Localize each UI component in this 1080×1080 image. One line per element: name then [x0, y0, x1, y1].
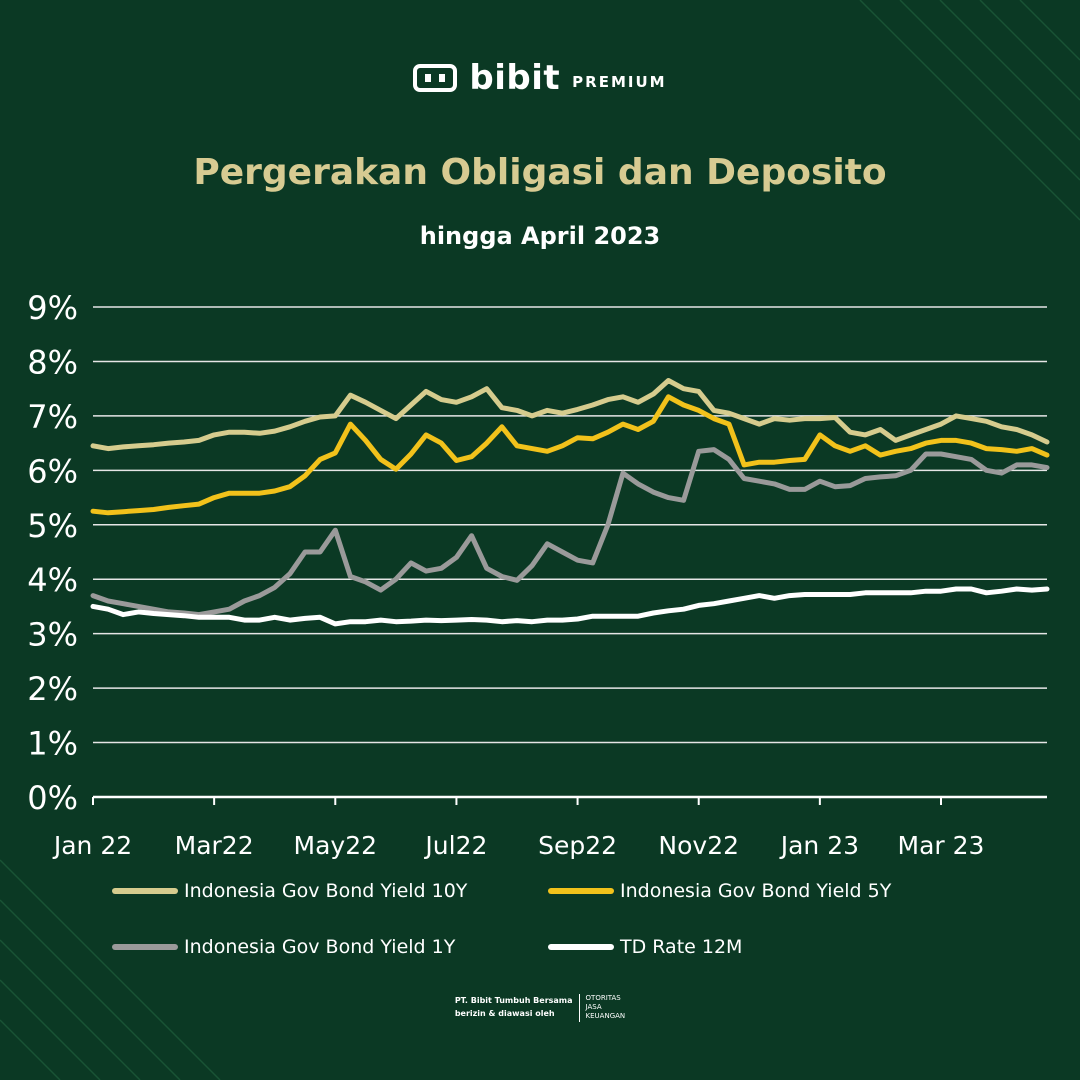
- page-subtitle: hingga April 2023: [419, 222, 661, 250]
- x-tick-label: Mar22: [175, 831, 254, 860]
- y-tick-label: 4%: [27, 561, 78, 599]
- bibit-logo-icon: [413, 64, 458, 92]
- y-tick-label: 5%: [27, 507, 78, 545]
- chart-gridlines: [93, 306, 1047, 744]
- legend-item-td: TD Rate 12M: [548, 936, 742, 958]
- y-tick-label: 1%: [27, 725, 78, 763]
- ojk-line: JASA: [585, 1003, 602, 1011]
- y-tick-label: 2%: [27, 670, 78, 708]
- series-line-2: [90, 447, 1050, 618]
- y-tick-label: 8%: [27, 343, 78, 381]
- ojk-line: KEUANGAN: [585, 1012, 626, 1020]
- legend-swatch: [112, 944, 178, 950]
- legend-label: Indonesia Gov Bond Yield 10Y: [184, 880, 468, 902]
- y-tick-label: 7%: [27, 398, 78, 436]
- footer-company: PT. Bibit Tumbuh Bersama: [454, 996, 573, 1005]
- series-line-3: [90, 586, 1050, 627]
- brand-tag: PREMIUM: [572, 73, 667, 91]
- legend-swatch: [112, 888, 178, 894]
- footer-company-info: PT. Bibit Tumbuh Bersama berizin & diawa…: [455, 994, 573, 1020]
- legend-swatch: [548, 944, 614, 950]
- y-tick-label: 6%: [27, 452, 78, 490]
- chart-series: [90, 378, 1050, 627]
- y-tick-label: 3%: [27, 616, 78, 654]
- brand-name: bibit: [469, 58, 561, 98]
- x-tick-label: Mar 23: [898, 831, 985, 860]
- x-tick-label: Jan 22: [52, 831, 132, 860]
- series-line-0: [90, 378, 1050, 452]
- legend-label: Indonesia Gov Bond Yield 5Y: [620, 880, 892, 902]
- legend-swatch: [548, 888, 614, 894]
- x-axis: Jan 22 Mar22 May22 Jul22 Sep22 Nov22 Jan 23 Mar…: [52, 795, 1047, 860]
- ojk-logo: OTORITAS JASA KEUANGAN: [586, 994, 626, 1021]
- footer: PT. Bibit Tumbuh Bersama berizin & diawa…: [0, 994, 1080, 1022]
- ojk-line: OTORITAS: [585, 994, 621, 1002]
- y-axis-ticks: 0% 1% 2% 3% 4% 5% 6% 7% 8% 9%: [27, 289, 78, 817]
- brand-logo: bibit PREMIUM: [0, 58, 1080, 98]
- footer-regulated: berizin & diawasi oleh: [454, 1009, 555, 1018]
- x-tick-label: Jan 23: [779, 831, 859, 860]
- y-tick-label: 0%: [27, 779, 78, 817]
- footer-divider: [578, 994, 580, 1022]
- x-tick-label: Sep22: [538, 831, 617, 860]
- x-tick-label: Nov22: [658, 831, 739, 860]
- x-tick-label: Jul22: [423, 831, 487, 860]
- legend-label: TD Rate 12M: [620, 936, 743, 958]
- series-line-1: [90, 394, 1050, 516]
- y-tick-label: 9%: [27, 289, 78, 327]
- legend-item-1y: Indonesia Gov Bond Yield 1Y: [112, 936, 455, 958]
- legend-label: Indonesia Gov Bond Yield 1Y: [184, 936, 456, 958]
- x-tick-label: May22: [294, 831, 378, 860]
- legend-item-5y: Indonesia Gov Bond Yield 5Y: [548, 880, 891, 902]
- page-title: Pergerakan Obligasi dan Deposito: [193, 152, 887, 193]
- legend-item-10y: Indonesia Gov Bond Yield 10Y: [112, 880, 467, 902]
- line-chart: 0% 1% 2% 3% 4% 5% 6% 7% 8% 9% Jan 22 Mar22 May22 Jul…: [27, 289, 1050, 860]
